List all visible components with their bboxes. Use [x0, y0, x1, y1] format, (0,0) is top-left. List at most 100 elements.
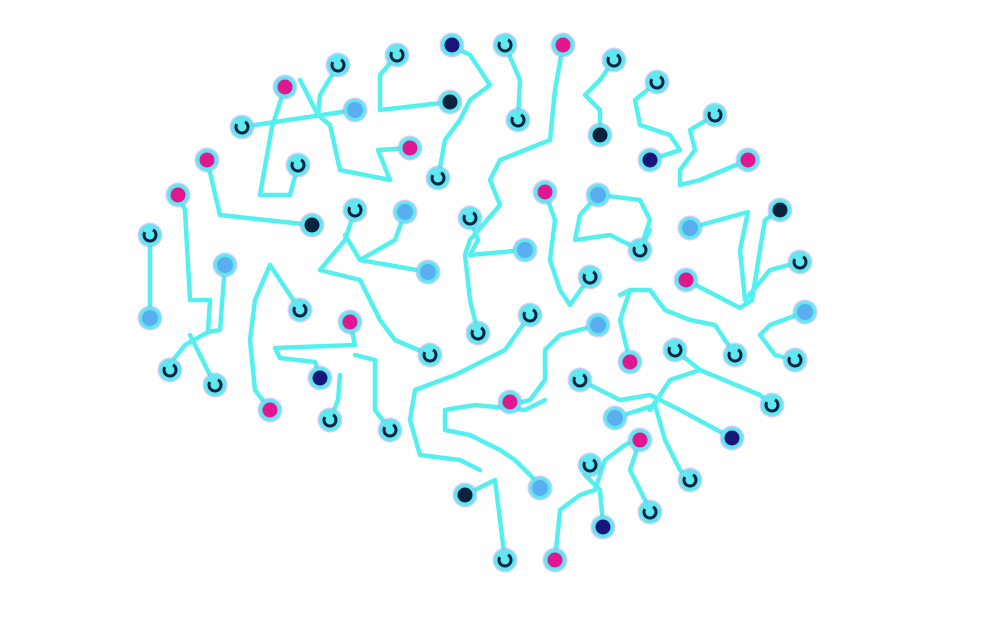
open-terminal-node — [505, 107, 531, 133]
circuit-trace — [632, 79, 683, 163]
open-terminal-node — [465, 320, 491, 346]
light-blue-node — [585, 182, 611, 208]
light-blue-node — [137, 305, 163, 331]
circuit-trace — [272, 319, 358, 381]
circuit-trace — [205, 262, 228, 335]
circuit-trace — [435, 42, 493, 181]
open-terminal-node — [325, 52, 351, 78]
light-blue-node — [585, 312, 611, 338]
midnight-node — [299, 212, 325, 238]
open-terminal-node — [637, 499, 663, 525]
open-terminal-node — [644, 69, 670, 95]
circuit-trace — [572, 192, 653, 253]
light-blue-node — [512, 237, 538, 263]
magenta-node — [627, 427, 653, 453]
open-terminal-node — [285, 152, 311, 178]
open-terminal-node — [137, 222, 163, 248]
circuit-trace — [677, 112, 751, 188]
circuit-trace — [462, 42, 566, 336]
circuit-trace — [617, 287, 633, 365]
navy-node — [637, 147, 663, 173]
open-terminal-node — [457, 205, 483, 231]
open-terminal-node — [287, 297, 313, 323]
circuit-trace — [247, 262, 273, 413]
navy-node — [439, 32, 465, 58]
magenta-node — [194, 147, 220, 173]
open-terminal-node — [702, 102, 728, 128]
open-terminal-node — [601, 47, 627, 73]
open-terminal-node — [627, 237, 653, 263]
light-blue-node — [392, 199, 418, 225]
magenta-node — [257, 397, 283, 423]
navy-node — [719, 425, 745, 451]
open-terminal-node — [417, 342, 443, 368]
circuit-trace — [502, 42, 523, 123]
open-terminal-node — [662, 337, 688, 363]
circuit-trace — [647, 367, 703, 413]
circuit-trace — [257, 84, 301, 198]
open-terminal-node — [202, 372, 228, 398]
open-terminal-node — [157, 357, 183, 383]
midnight-node — [767, 197, 793, 223]
light-blue-node — [342, 97, 368, 123]
navy-node — [307, 365, 333, 391]
magenta-node — [617, 349, 643, 375]
circuit-trace — [552, 434, 643, 563]
open-terminal-node — [229, 114, 255, 140]
light-blue-node — [527, 475, 553, 501]
circuit-trace — [407, 312, 533, 473]
circuit-trace — [757, 309, 808, 363]
open-terminal-node — [492, 32, 518, 58]
light-blue-node — [415, 259, 441, 285]
magenta-node — [542, 547, 568, 573]
circuit-nodes — [137, 32, 818, 573]
open-terminal-node — [759, 392, 785, 418]
open-terminal-node — [517, 302, 543, 328]
magenta-node — [165, 182, 191, 208]
open-terminal-node — [577, 452, 603, 478]
magenta-node — [337, 309, 363, 335]
circuit-trace — [317, 207, 433, 358]
circuit-trace — [377, 52, 453, 113]
open-terminal-node — [425, 165, 451, 191]
midnight-node — [452, 482, 478, 508]
open-terminal-node — [787, 249, 813, 275]
circuit-trace — [162, 192, 213, 373]
light-blue-node — [602, 405, 628, 431]
open-terminal-node — [782, 347, 808, 373]
midnight-node — [437, 89, 463, 115]
open-terminal-node — [384, 42, 410, 68]
open-terminal-node — [677, 467, 703, 493]
midnight-node — [587, 122, 613, 148]
light-blue-node — [792, 299, 818, 325]
circuit-trace — [507, 322, 601, 408]
circuit-trace — [683, 277, 755, 311]
circuit-trace — [297, 77, 321, 118]
open-terminal-node — [492, 547, 518, 573]
light-blue-node — [212, 252, 238, 278]
magenta-node — [497, 389, 523, 415]
open-terminal-node — [722, 342, 748, 368]
circuit-trace — [749, 207, 783, 303]
open-terminal-node — [317, 407, 343, 433]
navy-node — [590, 514, 616, 540]
magenta-node — [397, 135, 423, 161]
circuit-trace — [342, 209, 408, 263]
open-terminal-node — [567, 367, 593, 393]
circuit-trace — [442, 397, 548, 488]
open-terminal-node — [342, 197, 368, 223]
magenta-node — [272, 74, 298, 100]
open-terminal-node — [377, 417, 403, 443]
circuit-trace — [462, 477, 508, 563]
light-blue-node — [677, 215, 703, 241]
circuit-trace — [239, 107, 358, 130]
circuit-trace — [687, 209, 803, 303]
circuit-trace — [315, 62, 413, 183]
magenta-node — [550, 32, 576, 58]
magenta-node — [532, 179, 558, 205]
magenta-node — [673, 267, 699, 293]
magenta-node — [735, 147, 761, 173]
circuit-trace — [542, 189, 593, 308]
